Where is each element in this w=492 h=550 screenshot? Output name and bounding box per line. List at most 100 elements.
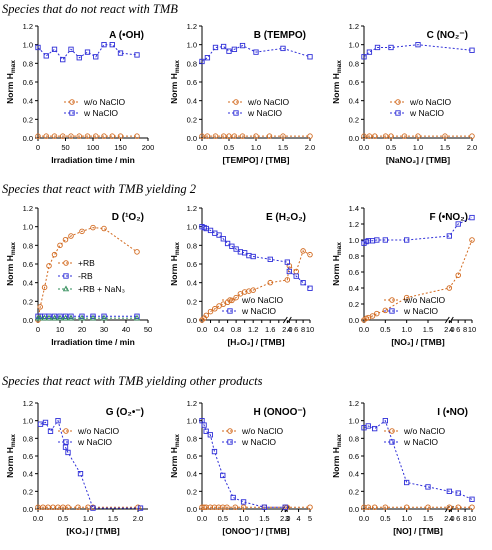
series-orange: [35, 133, 140, 139]
data-point: [233, 294, 239, 301]
y-tick-label: 0.8: [187, 434, 197, 443]
y-tick-label: 1.2: [349, 399, 359, 408]
data-point: [404, 479, 410, 486]
y-tick-label: 0.6: [23, 452, 33, 461]
x-tick-label: 20: [78, 325, 86, 334]
data-point: [469, 237, 475, 243]
data-point: [284, 259, 290, 265]
data-point: [382, 307, 389, 314]
data-point: [224, 240, 231, 247]
data-point: [60, 133, 66, 139]
legend-item: w/o NaClO: [384, 295, 445, 305]
data-point: [382, 418, 388, 424]
data-point: [51, 133, 58, 139]
data-point: [211, 448, 218, 455]
data-point: [65, 449, 71, 456]
legend-item: w/o NaClO: [222, 295, 283, 305]
data-point: [469, 214, 475, 221]
y-tick-label: 1.0: [187, 223, 197, 232]
legend-marker: [63, 260, 69, 266]
data-point: [51, 46, 58, 52]
x-tick-label: 10: [306, 325, 314, 334]
legend-item: w/o NaClO: [228, 97, 289, 107]
data-point: [267, 256, 273, 262]
y-tick-label: 0.0: [23, 505, 33, 514]
panel-title-suffix: ): [141, 212, 144, 223]
legend-label: w/o NaClO: [83, 97, 125, 107]
legend-label: w NaClO: [409, 108, 444, 118]
y-tick-label: 1.0: [349, 417, 359, 426]
data-point: [89, 314, 97, 321]
legend-item: w NaClO: [390, 108, 444, 118]
x-axis-label: [NO] / [TMB]: [393, 526, 443, 536]
data-point: [403, 294, 410, 301]
series-orange: [35, 224, 140, 323]
x-tick-label: 8: [463, 514, 467, 523]
data-point: [55, 418, 61, 424]
data-point: [201, 504, 207, 510]
data-point: [201, 422, 207, 428]
legend-label: w NaClO: [77, 437, 112, 447]
x-axis-label: [TEMPO] / [TMB]: [222, 155, 289, 165]
data-point: [76, 133, 82, 139]
panel-title: D (¹O₂): [112, 212, 144, 223]
x-tick-label: 0.4: [214, 325, 224, 334]
data-point: [240, 504, 247, 510]
data-point: [92, 133, 99, 139]
y-tick-label: 0.2: [23, 115, 33, 124]
legend-label: w/o NaClO: [403, 295, 445, 305]
legend-item: w/o NaClO: [64, 97, 125, 107]
y-tick-label: 1.0: [349, 41, 359, 50]
data-point: [207, 432, 213, 438]
data-point: [253, 133, 259, 139]
panel-title-prefix: D (: [112, 212, 126, 223]
data-point: [425, 504, 431, 510]
x-axis-label: [KO₂] / [TMB]: [66, 526, 120, 536]
data-point: [374, 237, 380, 243]
y-tick-label: 0.6: [23, 78, 33, 87]
data-point: [109, 133, 115, 139]
data-point: [56, 314, 64, 321]
panel-title-prefix: B (: [254, 30, 268, 41]
data-point: [75, 504, 81, 510]
data-point: [239, 133, 246, 139]
y-tick-label: 0.4: [187, 470, 197, 479]
y-tick-label: 0.6: [187, 78, 197, 87]
data-point: [220, 43, 227, 50]
x-tick-label: 5: [308, 514, 312, 523]
panel-title-suffix: ): [141, 407, 144, 418]
panel-title: E (H₂O₂): [266, 212, 306, 223]
series-blue: [199, 42, 313, 65]
y-tick-label: 0.8: [349, 434, 359, 443]
data-point: [90, 313, 96, 319]
panel-title: A (•OH): [109, 30, 144, 41]
y-tick-label: 1.2: [349, 22, 359, 31]
data-point: [253, 49, 259, 55]
data-point: [212, 44, 219, 51]
chart-panel-F: 0.0 0.2 0.4 0.6 0.8 1.0 1.2 1.4 0.0 0.5 1.0 1.5 2.04…: [331, 204, 476, 347]
series-orange: [361, 504, 475, 510]
data-point: [212, 133, 219, 139]
x-tick-label: 10: [56, 325, 64, 334]
panel-title-prefix: G (: [106, 407, 121, 418]
x-tick-label: 0.8: [231, 325, 241, 334]
legend-label: w NaClO: [241, 437, 276, 447]
panel-title: C (NO₂⁻): [427, 30, 468, 41]
y-axis-label: Norm Hmax: [169, 434, 181, 478]
data-point: [134, 249, 140, 255]
panel-title: I (•NO): [437, 407, 468, 418]
data-point: [361, 54, 367, 60]
y-tick-label: 0.0: [23, 134, 33, 143]
data-point: [134, 133, 140, 139]
data-point: [62, 236, 69, 243]
y-tick-label: 1.0: [349, 236, 359, 245]
data-point: [239, 42, 246, 49]
data-point: [446, 233, 452, 239]
y-tick-label: 0.2: [187, 487, 197, 496]
y-tick-label: 0.6: [349, 268, 359, 277]
chart-panel-B: 0.0 0.2 0.4 0.6 0.8 1.0 1.2 0.0 0.5 1.0 1.5 2.0 [TEM…: [169, 22, 315, 165]
data-point: [282, 504, 288, 510]
data-point: [51, 314, 58, 321]
series-line: [201, 45, 311, 62]
legend-label: w NaClO: [83, 108, 118, 118]
